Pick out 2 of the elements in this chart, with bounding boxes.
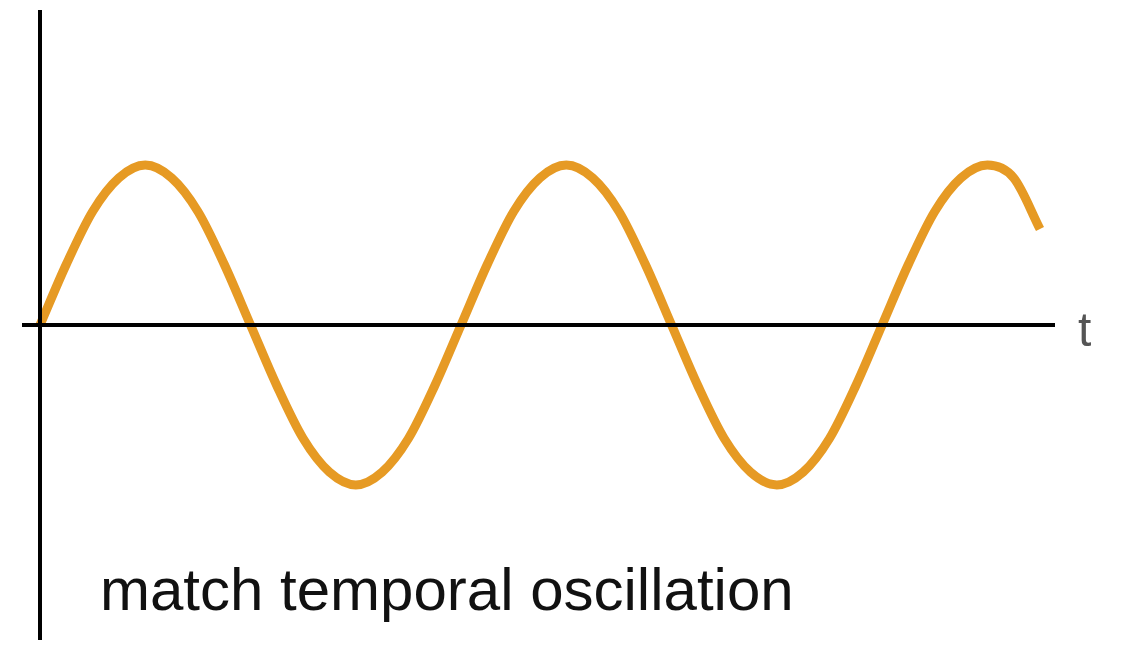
- x-axis-title: t: [1078, 303, 1092, 357]
- text: match temporal oscillation: [100, 555, 794, 624]
